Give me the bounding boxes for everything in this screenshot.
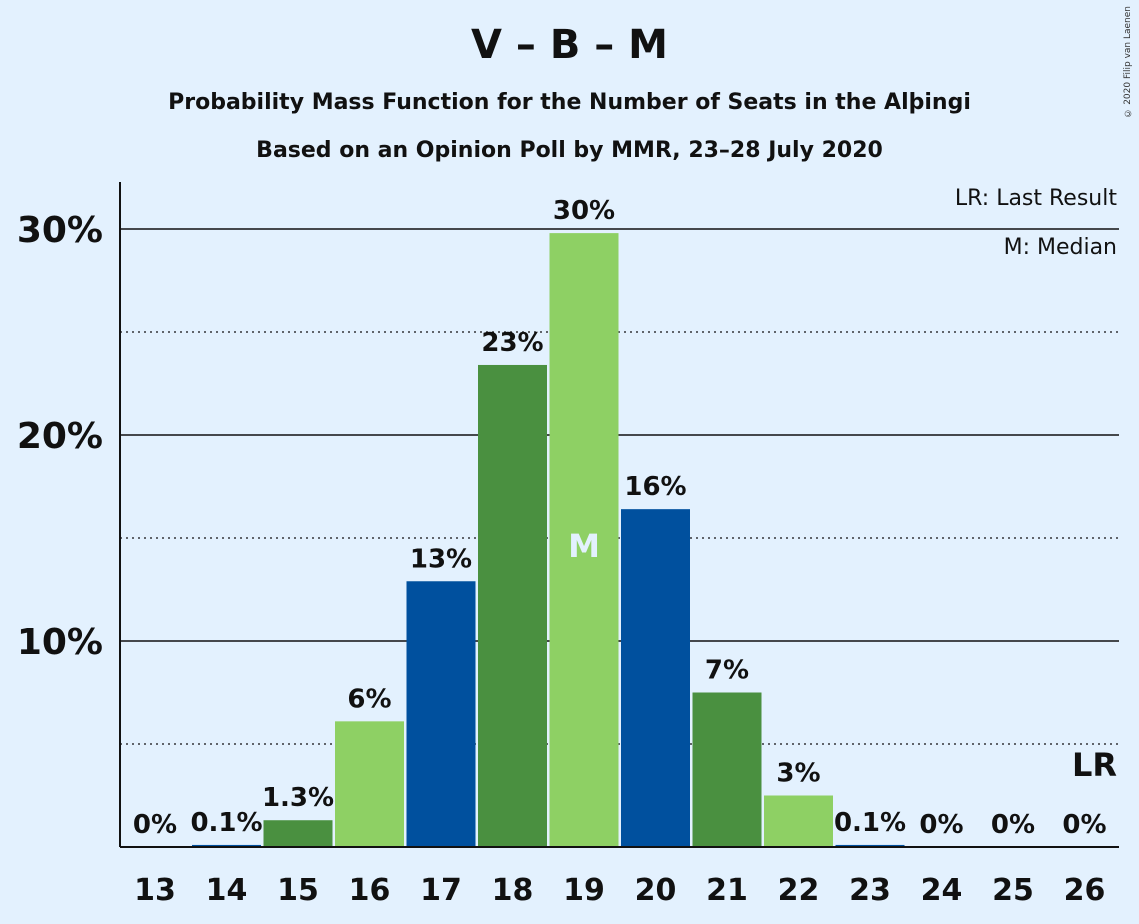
legend-last-result: LR: Last Result (954, 186, 1117, 211)
legend-median: M: Median (1003, 235, 1117, 260)
x-tick-19: 19 (563, 873, 605, 908)
bar-label-20: 16% (624, 472, 686, 502)
x-tick-25: 25 (992, 873, 1034, 908)
bar-label-14: 0.1% (190, 808, 262, 838)
x-tick-18: 18 (492, 873, 534, 908)
x-tick-24: 24 (921, 873, 963, 908)
chart-subtitle: Probability Mass Function for the Number… (168, 90, 971, 115)
bar-label-21: 7% (705, 656, 749, 686)
bar-17 (406, 581, 476, 847)
x-tick-22: 22 (778, 873, 820, 908)
bar-label-22: 3% (776, 759, 820, 789)
bar-label-26: 0% (1062, 810, 1106, 840)
bar-19 (549, 233, 619, 847)
y-tick-label: 20% (17, 416, 103, 457)
bar-16 (335, 721, 404, 847)
bar-15 (263, 820, 333, 847)
bar-label-18: 23% (481, 328, 543, 358)
y-tick-label: 10% (17, 622, 103, 663)
bar-label-17: 13% (410, 544, 472, 574)
bar-label-24: 0% (919, 810, 963, 840)
x-tick-17: 17 (420, 873, 462, 908)
bar-20 (621, 509, 690, 847)
last-result-marker: LR (1072, 746, 1117, 784)
x-tick-15: 15 (277, 873, 319, 908)
bar-label-23: 0.1% (834, 808, 906, 838)
bar-label-13: 0% (133, 810, 177, 840)
chart-title: V – B – M (471, 22, 668, 68)
bar-label-15: 1.3% (262, 783, 334, 813)
bar-18 (478, 364, 547, 847)
bar-label-19: 30% (553, 196, 615, 226)
y-tick-label: 30% (17, 210, 103, 251)
median-marker: M (568, 527, 600, 565)
x-tick-23: 23 (849, 873, 891, 908)
bar-23 (835, 844, 905, 847)
bar-21 (692, 692, 762, 847)
x-tick-21: 21 (706, 873, 748, 908)
bar-label-16: 6% (347, 684, 391, 714)
chart-source: Based on an Opinion Poll by MMR, 23–28 J… (256, 138, 883, 163)
x-tick-14: 14 (206, 873, 248, 908)
x-tick-26: 26 (1064, 873, 1106, 908)
x-tick-16: 16 (349, 873, 391, 908)
bar-label-25: 0% (991, 810, 1035, 840)
x-tick-20: 20 (635, 873, 677, 908)
x-tick-13: 13 (134, 873, 176, 908)
bar-22 (764, 795, 833, 847)
bar-14 (192, 844, 261, 847)
